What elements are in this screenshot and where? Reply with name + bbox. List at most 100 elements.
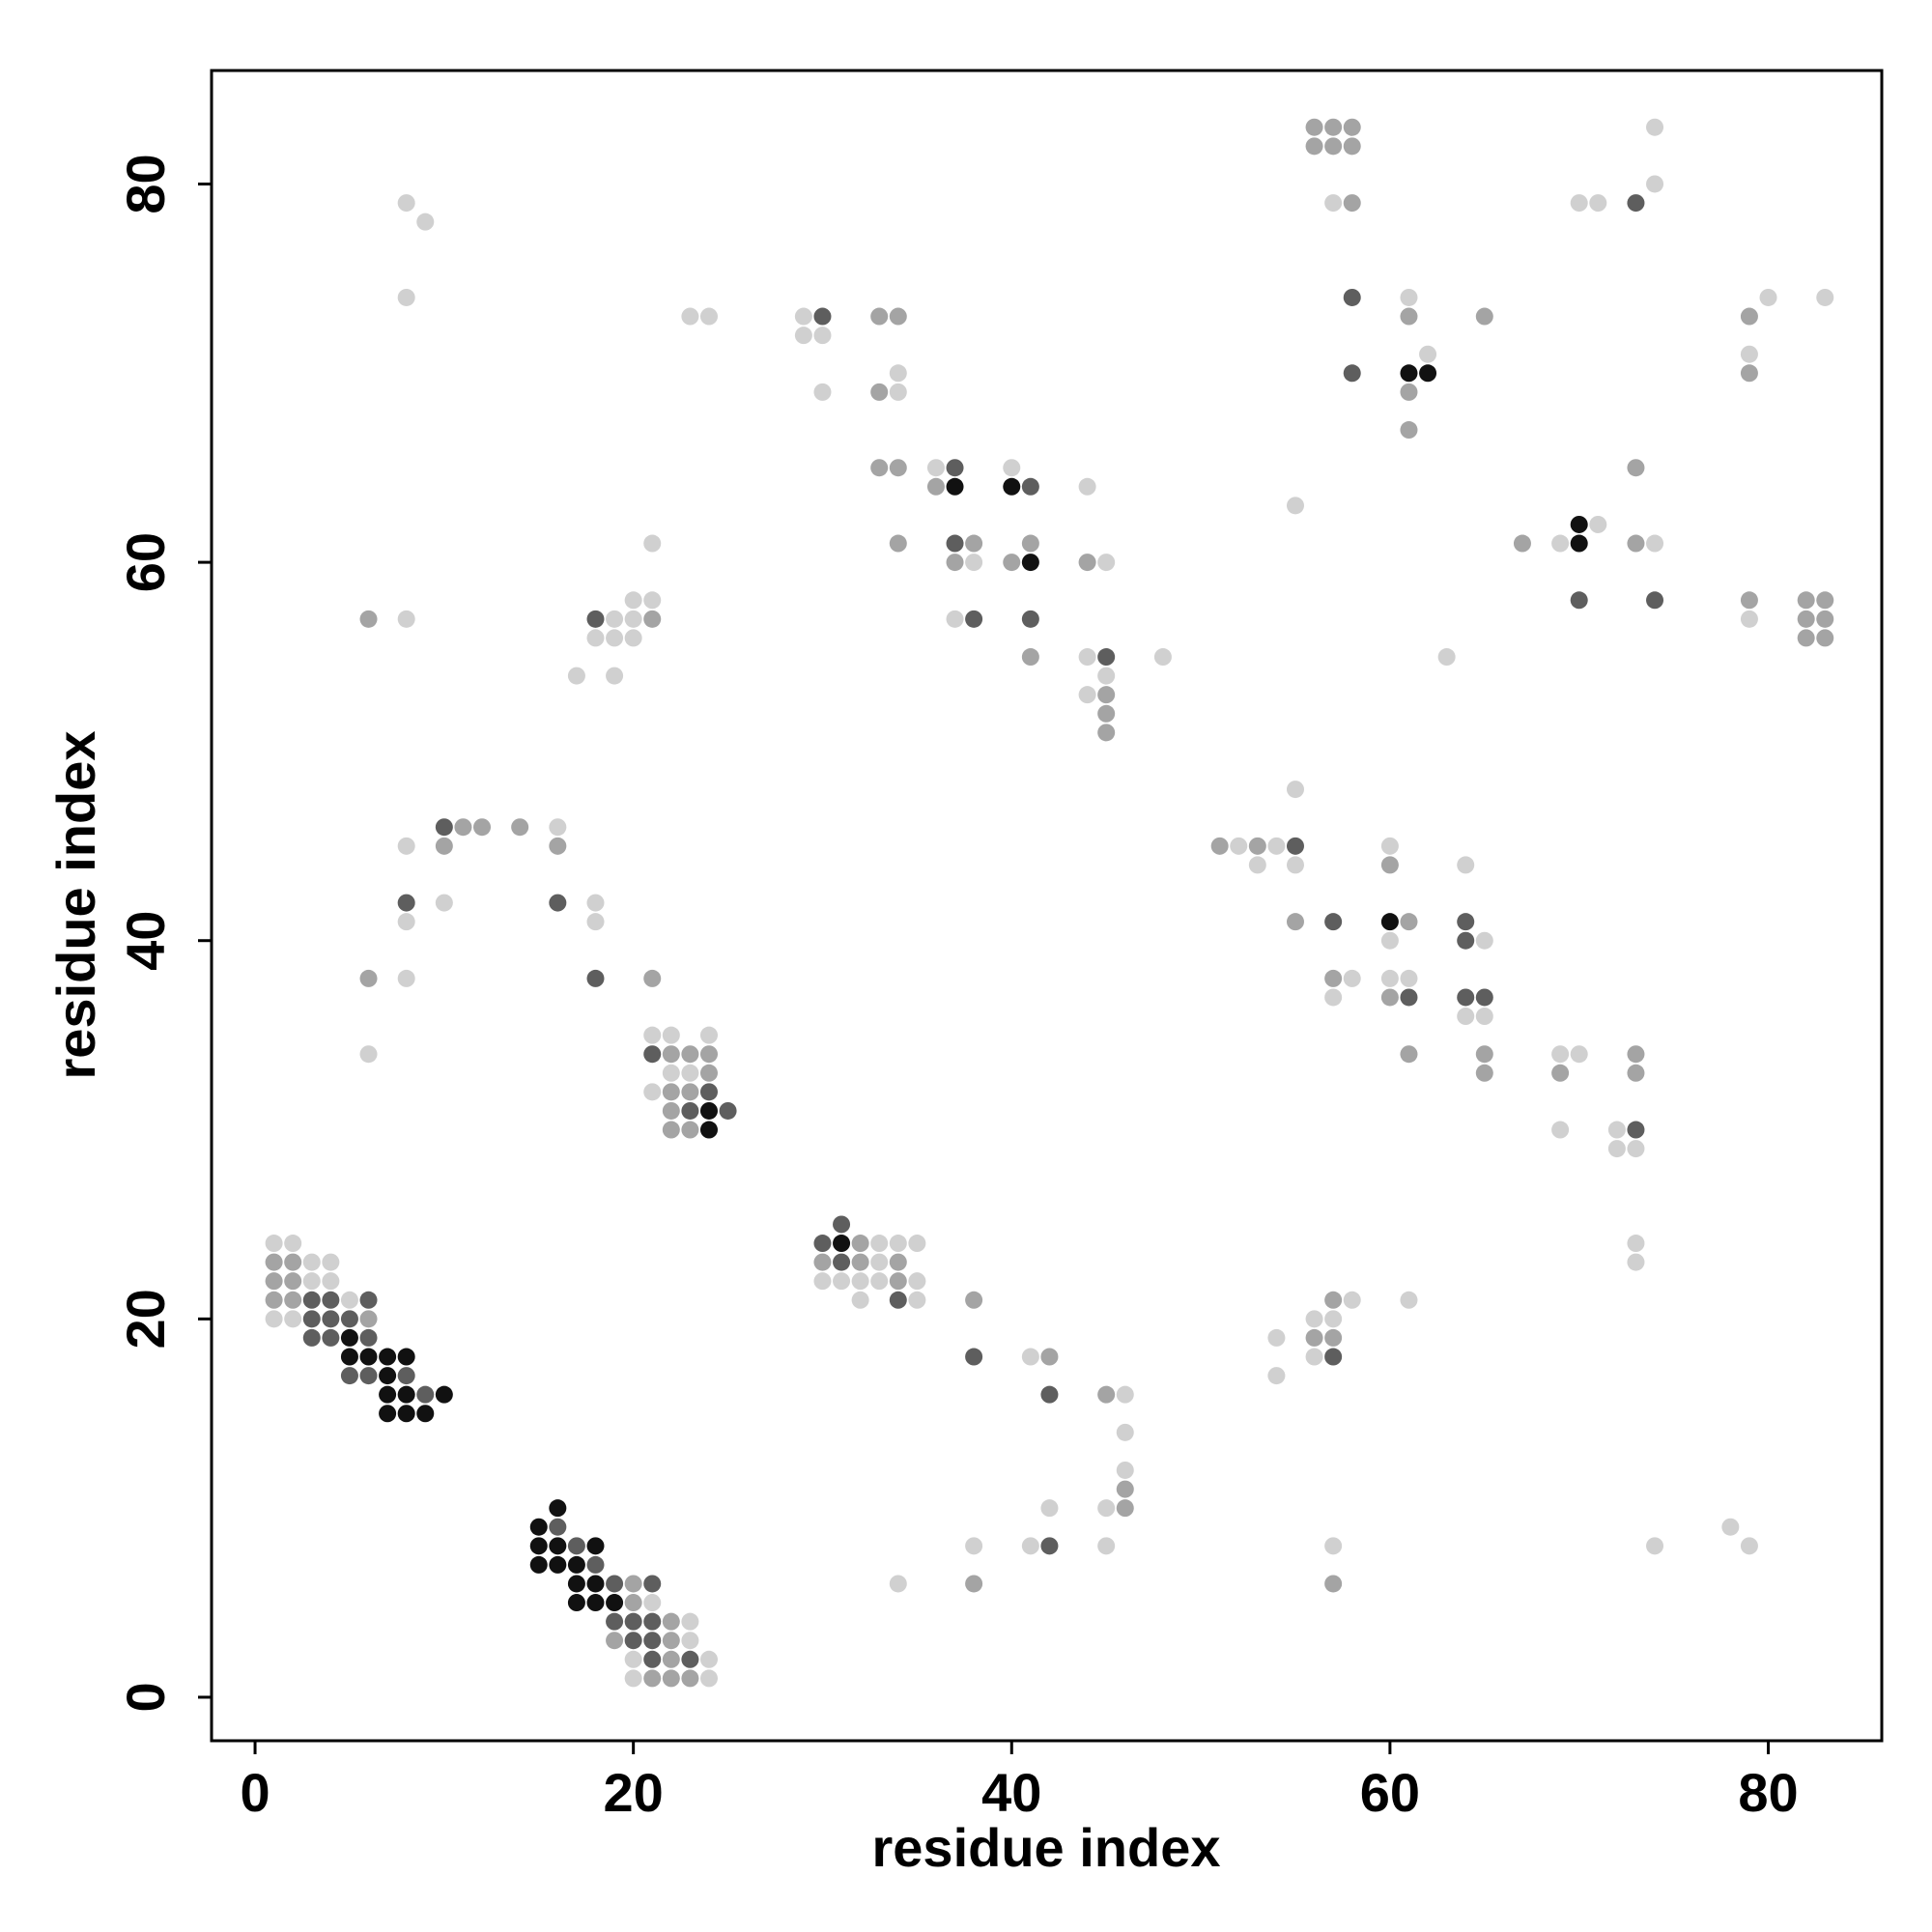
data-point: [681, 1121, 699, 1139]
data-point: [699, 1650, 718, 1668]
data-point: [265, 1310, 283, 1328]
data-point: [1021, 477, 1039, 496]
data-point: [643, 1669, 662, 1688]
data-point: [1400, 421, 1418, 440]
data-point: [624, 629, 642, 647]
data-point: [1324, 137, 1343, 156]
data-point: [699, 1083, 718, 1101]
data-point: [586, 1537, 605, 1555]
data-point: [946, 477, 964, 496]
data-point: [1286, 497, 1304, 515]
data-point: [643, 610, 662, 628]
data-point: [813, 383, 832, 401]
data-point: [1040, 1537, 1059, 1555]
data-point: [624, 1612, 642, 1631]
data-point: [1003, 477, 1021, 496]
data-point: [416, 1385, 435, 1404]
data-point: [397, 1348, 415, 1366]
data-point: [965, 554, 983, 572]
data-point: [946, 534, 964, 553]
data-point: [643, 1594, 662, 1612]
data-point: [1816, 591, 1834, 610]
data-point: [586, 1594, 605, 1612]
data-point: [643, 969, 662, 987]
data-point: [699, 1045, 718, 1064]
data-point: [359, 1045, 378, 1064]
data-point: [624, 1632, 642, 1650]
data-point: [1267, 837, 1286, 855]
data-point: [359, 610, 378, 628]
data-point: [397, 1367, 415, 1385]
data-point: [1097, 686, 1116, 704]
data-point: [397, 894, 415, 912]
data-point: [586, 610, 605, 628]
data-point: [1646, 591, 1664, 610]
data-point: [889, 1253, 907, 1271]
data-point: [1627, 1140, 1645, 1158]
data-point: [965, 1291, 983, 1309]
data-point: [1589, 515, 1607, 533]
data-point: [1740, 345, 1758, 363]
data-point: [1457, 931, 1475, 950]
data-point: [340, 1310, 358, 1328]
data-point: [889, 307, 907, 326]
data-point: [699, 1064, 718, 1082]
data-point: [833, 1272, 851, 1291]
data-point: [397, 194, 415, 213]
data-point: [1324, 913, 1343, 931]
data-point: [529, 1555, 548, 1574]
data-point: [1475, 307, 1493, 326]
data-point: [1627, 1235, 1645, 1253]
data-point: [284, 1235, 302, 1253]
data-point: [284, 1310, 302, 1328]
data-point: [1570, 534, 1588, 553]
data-point: [606, 629, 624, 647]
data-point: [265, 1253, 283, 1271]
data-point: [1646, 118, 1664, 136]
data-point: [1021, 610, 1039, 628]
data-point: [1419, 364, 1437, 383]
data-point: [1097, 648, 1116, 667]
data-point: [965, 534, 983, 553]
data-point: [1589, 194, 1607, 213]
data-point: [567, 1537, 585, 1555]
data-point: [1400, 1291, 1418, 1309]
data-point: [1380, 988, 1399, 1007]
data-point: [1343, 137, 1361, 156]
data-point: [1400, 1045, 1418, 1064]
data-point: [1627, 1253, 1645, 1271]
data-point: [284, 1253, 302, 1271]
data-point: [606, 1612, 624, 1631]
data-point: [1457, 856, 1475, 874]
data-point: [1797, 610, 1815, 628]
data-point: [1400, 969, 1418, 987]
y-tick-label: 0: [115, 1682, 176, 1712]
data-point: [340, 1367, 358, 1385]
data-point: [322, 1253, 340, 1271]
data-point: [699, 307, 718, 326]
data-point: [1475, 931, 1493, 950]
data-point: [624, 591, 642, 610]
data-point: [1324, 969, 1343, 987]
data-point: [965, 610, 983, 628]
data-point: [549, 1518, 567, 1536]
data-point: [889, 1575, 907, 1593]
data-point: [379, 1348, 397, 1366]
data-point: [1248, 856, 1266, 874]
data-point: [662, 1632, 680, 1650]
data-points: [265, 118, 1834, 1688]
data-point: [302, 1291, 321, 1309]
data-point: [889, 1291, 907, 1309]
data-point: [681, 1064, 699, 1082]
data-point: [1324, 194, 1343, 213]
data-point: [1097, 554, 1116, 572]
data-point: [567, 667, 585, 685]
data-point: [322, 1272, 340, 1291]
data-point: [1740, 307, 1758, 326]
data-point: [1380, 913, 1399, 931]
data-point: [1248, 837, 1266, 855]
data-point: [1797, 591, 1815, 610]
data-point: [1097, 1499, 1116, 1518]
data-point: [549, 818, 567, 837]
